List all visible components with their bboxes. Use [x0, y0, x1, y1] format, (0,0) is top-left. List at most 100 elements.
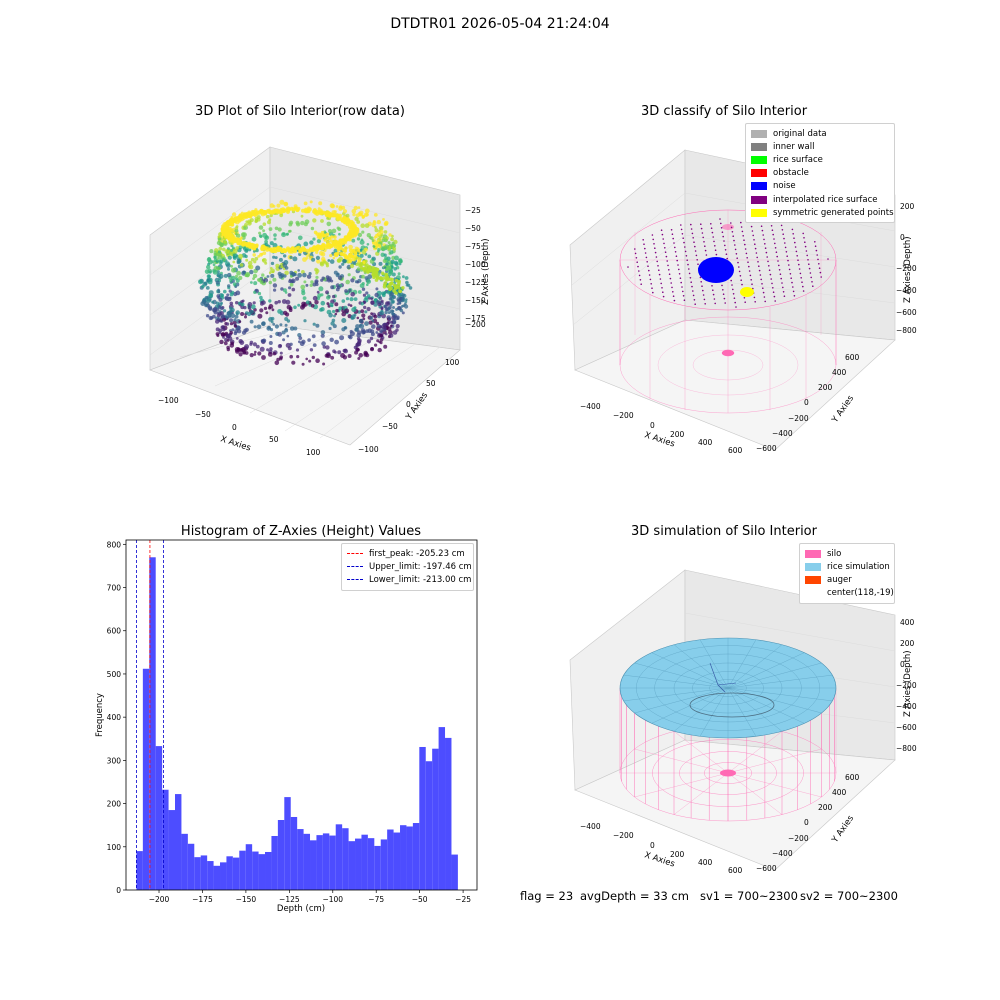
raw-point [366, 268, 370, 272]
interp-point [734, 244, 736, 246]
raw-point [230, 248, 234, 252]
interp-point [672, 291, 674, 293]
raw-point [249, 319, 254, 324]
raw-point [301, 245, 306, 250]
interp-point [799, 272, 802, 275]
interp-point [664, 247, 666, 249]
raw-point [283, 201, 289, 207]
raw-point [329, 302, 334, 307]
raw-point [404, 304, 409, 309]
interp-point [678, 268, 680, 271]
raw-point [364, 321, 369, 326]
raw-point [214, 252, 220, 257]
raw-point [224, 314, 229, 319]
raw-point [311, 257, 316, 262]
raw-point [388, 297, 393, 301]
raw-point [259, 346, 265, 352]
interp-point [652, 238, 654, 241]
raw-point [327, 236, 332, 241]
raw-point [362, 293, 366, 297]
raw-point [262, 232, 268, 238]
interp-point [719, 218, 721, 220]
raw-point [276, 357, 280, 362]
raw-point [262, 222, 267, 226]
raw-point [372, 220, 376, 223]
raw-point [366, 306, 371, 312]
raw-point [357, 290, 362, 294]
raw-point [271, 270, 275, 274]
legend-label: first_peak: -205.23 cm [369, 548, 465, 559]
raw-point [372, 241, 375, 245]
raw-point [335, 242, 340, 247]
raw-point [277, 309, 282, 314]
raw-point [339, 335, 345, 341]
interp-point [771, 229, 774, 231]
raw-point [359, 239, 365, 245]
raw-point [321, 256, 326, 262]
raw-point [219, 311, 224, 316]
interp-point [652, 291, 654, 294]
interp-point [702, 294, 705, 296]
raw-point [297, 303, 301, 307]
interp-point [780, 277, 782, 280]
raw-point [316, 239, 321, 244]
interp-point [658, 273, 661, 276]
raw-point [336, 226, 340, 230]
raw-point [293, 326, 298, 331]
interp-point [774, 242, 776, 245]
legend-swatch [751, 182, 767, 191]
sim-x-ticks: −400 −200 0 200 400 600 [580, 822, 743, 875]
interp-point [758, 265, 760, 267]
raw-point [349, 297, 354, 302]
raw-point [238, 320, 242, 323]
interp-point [732, 288, 734, 291]
interp-point [769, 273, 772, 276]
histogram-bar [335, 824, 343, 890]
raw-point [279, 199, 285, 205]
raw-point [376, 324, 381, 328]
raw-point [303, 241, 309, 247]
interp-point [638, 274, 641, 277]
interp-point [682, 290, 684, 293]
raw-point [222, 309, 227, 313]
interp-point [712, 293, 715, 296]
raw-point [252, 273, 258, 279]
raw-point [270, 266, 273, 270]
interp-point [679, 277, 682, 279]
raw-point [398, 301, 402, 304]
raw-point [266, 275, 270, 278]
raw-point [356, 316, 360, 320]
raw-point [304, 219, 310, 225]
raw-point [253, 353, 257, 356]
raw-point [380, 252, 385, 257]
legend-label: noise [773, 181, 796, 192]
interp-point [702, 236, 704, 239]
histogram-bar [322, 833, 330, 890]
raw-point [223, 224, 228, 229]
raw-point [325, 345, 330, 350]
histogram-y-ticks: 0 100 200 300 400 500 600 700 800 [107, 540, 126, 895]
raw-point [326, 216, 330, 220]
interp-point [768, 269, 771, 271]
silo-floor-spoke [727, 772, 822, 798]
legend-label: obstacle [773, 168, 809, 179]
interp-point [668, 269, 670, 271]
raw-point [216, 313, 221, 318]
raw-point [227, 272, 232, 278]
raw-point [234, 285, 237, 288]
raw-point [267, 306, 272, 310]
raw-point [345, 297, 350, 301]
raw-point [349, 263, 355, 269]
raw-point [312, 218, 317, 223]
raw-point [279, 323, 283, 327]
symmetric-points-cluster [740, 287, 754, 297]
sim-z-ticks: 400 200 0 −200 −400 −600 −800 [896, 618, 917, 753]
interp-point [648, 269, 650, 272]
raw-point [394, 291, 398, 295]
raw-point [404, 276, 409, 280]
raw-point [268, 317, 273, 322]
interp-point [660, 282, 662, 285]
raw-point [334, 339, 339, 345]
raw-point [206, 274, 211, 279]
raw-point [332, 294, 336, 299]
